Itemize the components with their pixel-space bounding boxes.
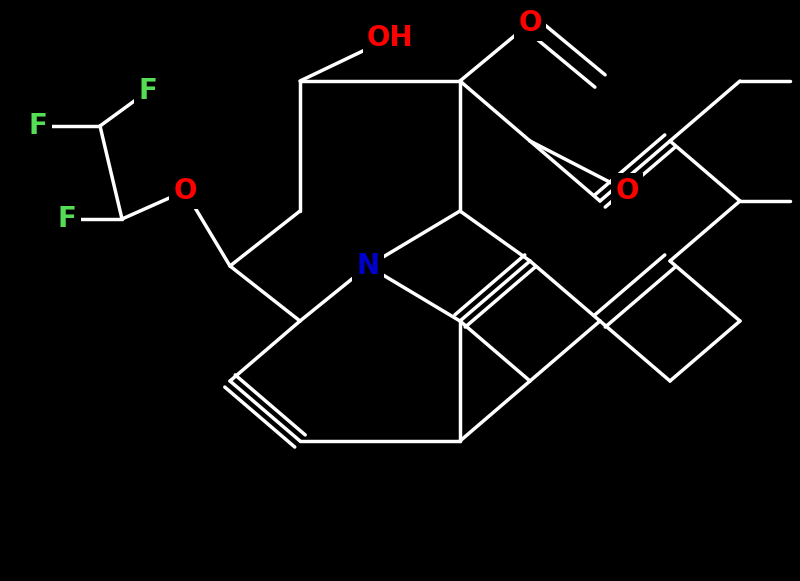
- Text: F: F: [138, 77, 158, 105]
- Text: F: F: [58, 205, 77, 233]
- Text: OH: OH: [366, 24, 414, 52]
- Text: F: F: [29, 112, 47, 140]
- Text: O: O: [518, 9, 542, 37]
- Text: O: O: [174, 177, 197, 205]
- Text: N: N: [357, 252, 379, 280]
- Text: O: O: [615, 177, 638, 205]
